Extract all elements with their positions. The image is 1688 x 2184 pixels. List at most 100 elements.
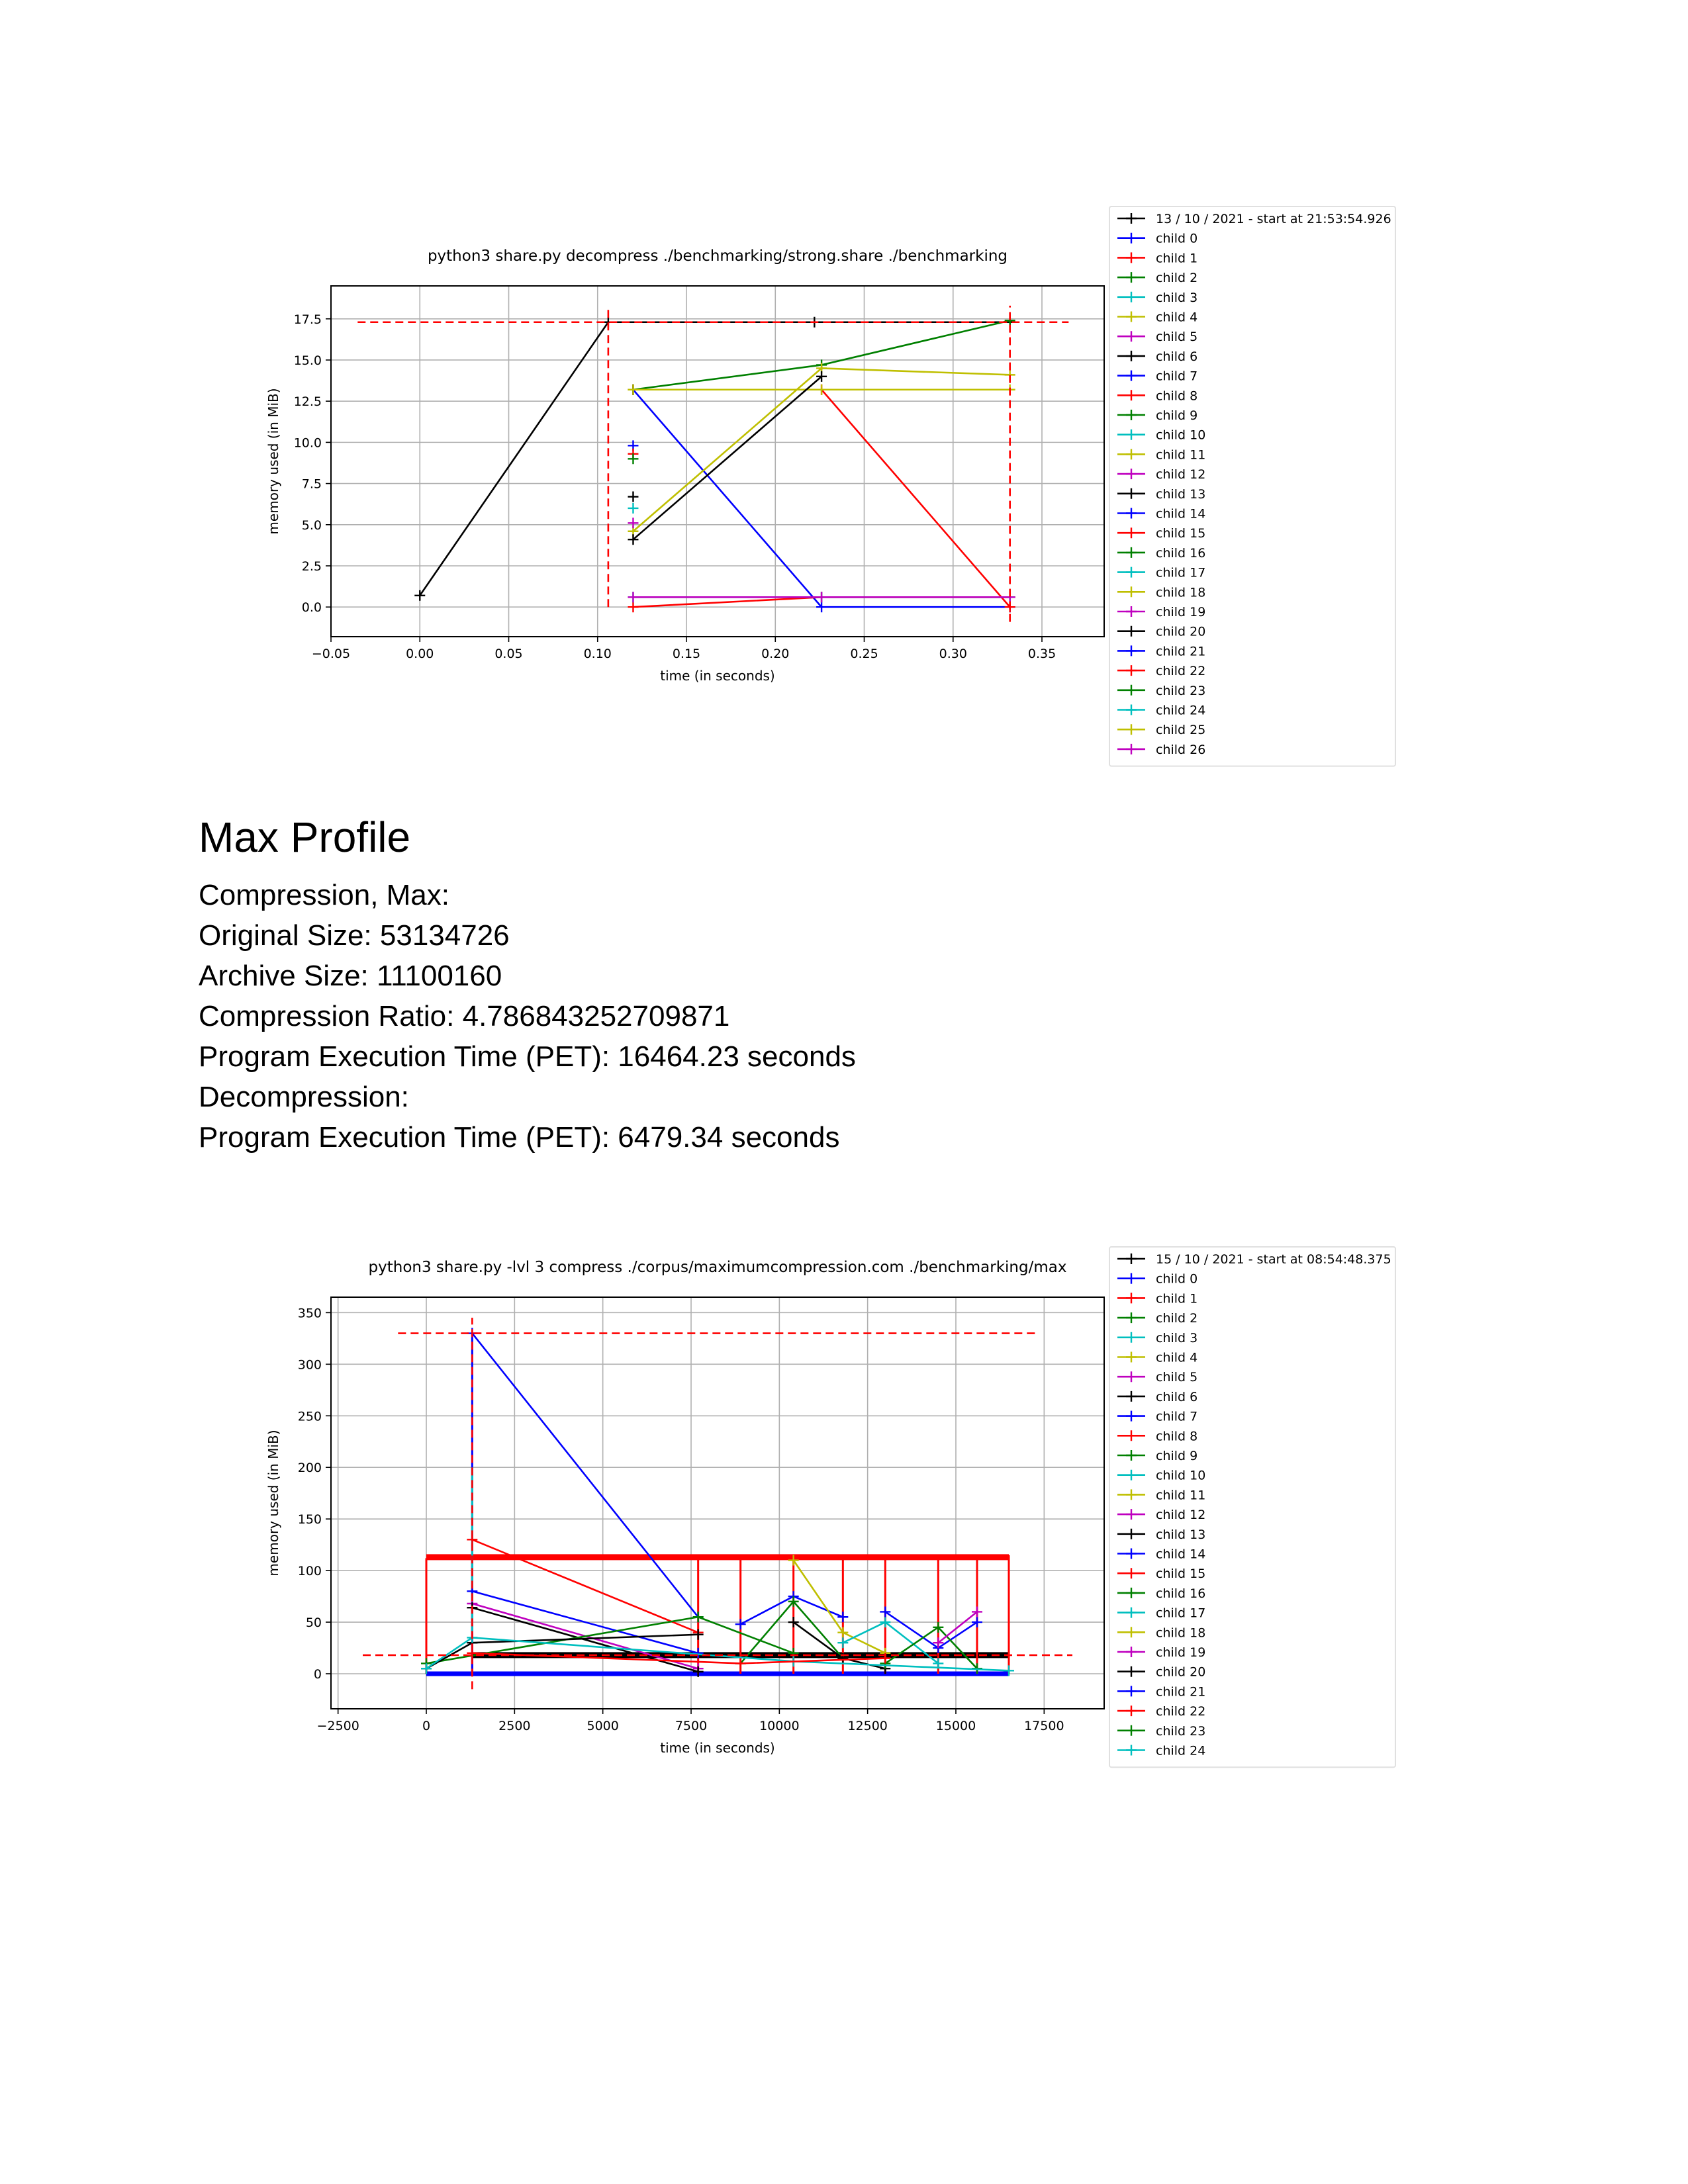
legend-marker [1126, 684, 1137, 696]
data-point [816, 592, 827, 603]
legend-label: child 10 [1156, 1469, 1205, 1483]
series-line [937, 1611, 978, 1644]
series-line [884, 1611, 978, 1649]
legend-label: child 17 [1156, 1606, 1205, 1621]
legend-marker [1126, 291, 1137, 302]
data-point [735, 1619, 746, 1630]
chart-decompress: python3 share.py decompress ./benchmarki… [265, 206, 1396, 767]
data-point [1004, 1665, 1014, 1676]
legend-marker [1126, 586, 1137, 598]
y-tick-label: 350 [298, 1306, 322, 1320]
legend-marker [1126, 1587, 1137, 1598]
legend-marker [1126, 1312, 1137, 1324]
legend-marker [1126, 1528, 1137, 1539]
x-tick-label: 5000 [586, 1719, 618, 1733]
legend-label: child 18 [1156, 585, 1205, 600]
legend-label: child 17 [1156, 566, 1205, 580]
y-tick-label: 50 [306, 1615, 322, 1630]
legend-marker [1126, 527, 1137, 539]
chart-compress-max: python3 share.py -lvl 3 compress ./corpu… [265, 1246, 1396, 1768]
data-point [692, 1612, 704, 1623]
legend-box [1109, 206, 1396, 767]
legend-marker [1126, 311, 1137, 322]
data-point [628, 518, 639, 529]
legend-label: child 19 [1156, 605, 1205, 619]
legend-marker [1126, 724, 1137, 735]
legend-label: child 2 [1156, 1311, 1197, 1326]
legend-label: child 9 [1156, 408, 1197, 423]
y-tick-label: 150 [298, 1512, 322, 1527]
legend-marker [1126, 1548, 1137, 1559]
legend-label: child 15 [1156, 1567, 1205, 1581]
legend-marker [1126, 645, 1137, 657]
legend-marker [1126, 1469, 1137, 1480]
data-point [837, 1637, 849, 1649]
max-profile-heading: Max Profile [199, 813, 411, 861]
data-point [628, 384, 639, 395]
data-point [692, 1629, 704, 1640]
max-profile-section: Max Profile Compression, Max: Original S… [199, 811, 856, 1158]
legend-label: child 22 [1156, 664, 1205, 678]
legend-marker [1126, 429, 1137, 440]
legend-label: child 8 [1156, 388, 1197, 403]
legend-marker [1126, 625, 1137, 637]
legend-label: child 4 [1156, 1351, 1197, 1365]
legend-label: child 0 [1156, 232, 1197, 246]
data-point [788, 1617, 799, 1628]
data-point [628, 592, 639, 603]
x-tick-label: 10000 [759, 1719, 799, 1733]
legend-label: child 7 [1156, 1410, 1197, 1424]
legend-label: child 13 [1156, 487, 1205, 502]
legend-marker [1126, 1686, 1137, 1697]
legend-marker [1126, 1253, 1137, 1264]
legend-label: child 5 [1156, 330, 1197, 344]
data-point [692, 1666, 704, 1677]
y-tick-label: 0.0 [302, 600, 322, 615]
data-point [692, 1647, 704, 1659]
data-point [880, 1617, 891, 1628]
legend-label: child 11 [1156, 447, 1205, 462]
legend-marker [1126, 547, 1137, 558]
legend-label: child 21 [1156, 644, 1205, 659]
legend-label: child 23 [1156, 684, 1205, 698]
legend-marker [1126, 1293, 1137, 1304]
legend-label: child 24 [1156, 1744, 1205, 1758]
legend-label: child 7 [1156, 369, 1197, 384]
legend-marker [1126, 1371, 1137, 1383]
y-tick-label: 0 [314, 1667, 322, 1682]
y-tick-label: 250 [298, 1409, 322, 1424]
x-tick-label: −0.05 [312, 647, 350, 661]
data-point [414, 590, 426, 601]
legend-label: child 13 [1156, 1527, 1205, 1542]
legend-box [1109, 1246, 1396, 1768]
x-tick-label: 0.05 [494, 647, 522, 661]
legend-label: child 12 [1156, 1508, 1205, 1522]
legend-marker [1126, 743, 1137, 754]
legend-label: child 0 [1156, 1272, 1197, 1287]
series-line [471, 1332, 699, 1618]
legend-label: child 14 [1156, 507, 1205, 522]
legend-marker [1126, 1627, 1137, 1638]
legend-marker [1126, 410, 1137, 420]
legend-marker [1126, 1410, 1137, 1422]
archive-size-line: Archive Size: 11100160 [199, 960, 502, 992]
data-point [628, 453, 639, 465]
data-point [788, 1555, 799, 1566]
data-point [816, 602, 827, 613]
legend-label: child 23 [1156, 1724, 1205, 1739]
compression-max-label: Compression, Max: [199, 879, 450, 911]
legend-label: child 22 [1156, 1704, 1205, 1719]
x-tick-label: 15000 [936, 1719, 976, 1733]
legend-label: child 16 [1156, 1586, 1205, 1601]
legend-marker [1126, 1273, 1137, 1284]
x-axis-label: time (in seconds) [660, 1740, 775, 1756]
legend-marker [1126, 1745, 1137, 1756]
legend-label: child 26 [1156, 743, 1205, 757]
series-line [471, 1590, 699, 1655]
chart-title: python3 share.py -lvl 3 compress ./corpu… [369, 1259, 1067, 1276]
y-tick-label: 15.0 [294, 353, 322, 368]
x-tick-label: 0.20 [761, 647, 789, 661]
legend-label: child 6 [1156, 1390, 1197, 1404]
data-point [788, 1596, 799, 1607]
x-tick-label: 0.00 [406, 647, 434, 661]
